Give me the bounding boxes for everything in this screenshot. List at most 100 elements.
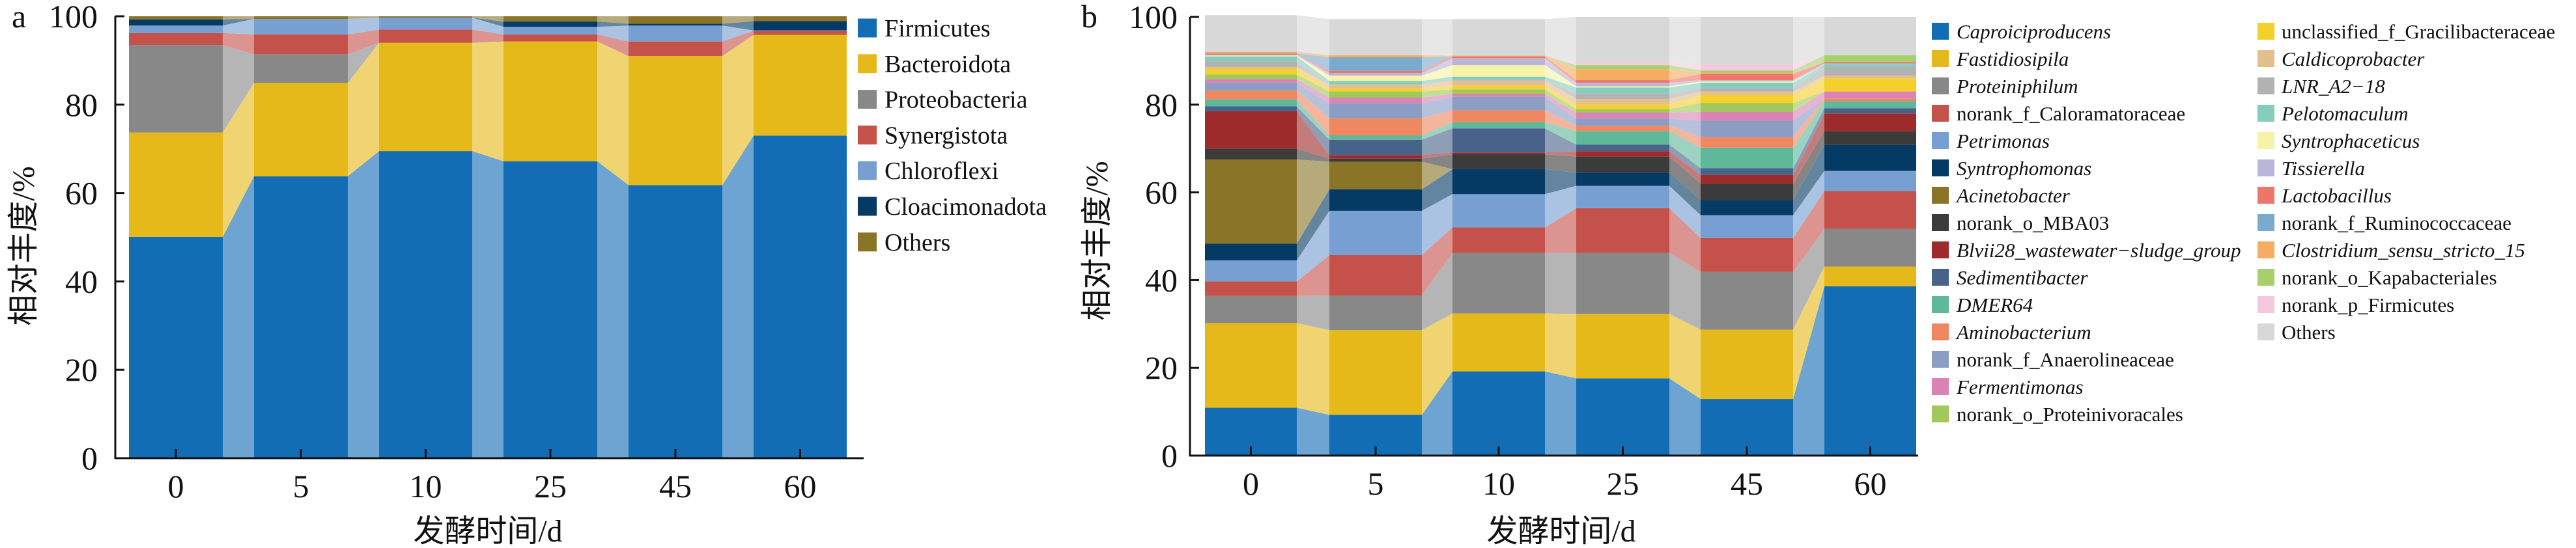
bar-segment-b-0-3 (1205, 281, 1297, 296)
legend-item: Clostridium_sensu_stricto_15 (2258, 239, 2525, 262)
band-b-25-4 (1793, 55, 1824, 71)
band-b-26-1 (1422, 19, 1452, 55)
band-b-10-3 (1669, 131, 1701, 169)
legend-label: Caldicoprobacter (2282, 48, 2425, 70)
bar-segment-b-10-0 (1452, 371, 1545, 456)
band-b-13-4 (1793, 91, 1824, 121)
legend-label: Petrimonas (1956, 130, 2050, 152)
legend-swatch (1932, 351, 1949, 368)
bar-segment-b-60-18 (1824, 64, 1916, 68)
bar-segment-b-45-7 (1701, 184, 1793, 200)
band-b-14-4 (1793, 91, 1824, 112)
bar-segment-b-0-10 (1205, 99, 1297, 107)
band-b-26-4 (1793, 17, 1824, 64)
band-b-11-3 (1669, 126, 1701, 148)
legend-swatch (2258, 132, 2274, 149)
legend-item: Aminobacterium (1932, 321, 2091, 344)
bar-segment-b-0-4 (1205, 260, 1297, 282)
legend-swatch (858, 197, 877, 216)
legend-label: norank_p_Firmicutes (2282, 294, 2454, 316)
legend-item: Bacteroidota (858, 51, 1011, 78)
legend-swatch (1932, 132, 1949, 149)
band-b-22-0 (1297, 53, 1329, 71)
legend-swatch (1932, 50, 1949, 67)
panel-b-y-tick-label: 20 (1145, 349, 1178, 386)
legend-label: Others (885, 229, 950, 256)
band-b-8-3 (1669, 151, 1701, 184)
band-b-12-2 (1545, 96, 1576, 126)
bar-segment-b-5-3 (1329, 254, 1422, 295)
band-b-4-4 (1793, 171, 1824, 238)
band-b-6-1 (1422, 161, 1452, 189)
legend-label: Fermentimonas (1956, 376, 2084, 398)
legend-swatch (2258, 187, 2274, 204)
band-b-1-1 (1422, 313, 1452, 415)
bar-segment-b-0-5 (1205, 243, 1297, 261)
bar-segment-a-10-3 (379, 29, 472, 43)
legend-label: Syntrophomonas (1957, 157, 2091, 180)
band-b-24-4 (1793, 55, 1824, 73)
legend-item: Cloacimonadota (858, 193, 1047, 221)
band-b-21-2 (1545, 56, 1576, 83)
bar-segment-b-0-7 (1205, 148, 1297, 160)
bar-segment-a-45-3 (629, 41, 722, 57)
bar-segment-b-0-21 (1205, 53, 1297, 55)
bar-segment-b-10-21 (1452, 56, 1545, 59)
band-b-12-1 (1422, 96, 1452, 118)
bar-segment-b-0-8 (1205, 111, 1297, 149)
bar-segment-b-0-9 (1205, 106, 1297, 111)
band-b-9-0 (1297, 106, 1329, 156)
legend-swatch (1932, 405, 1949, 422)
legend-swatch (2258, 214, 2274, 231)
band-b-5-3 (1669, 172, 1701, 215)
band-b-24-2 (1545, 55, 1576, 70)
band-b-14-3 (1669, 103, 1701, 113)
band-a-6-3 (597, 16, 629, 24)
bar-segment-b-5-12 (1329, 103, 1422, 118)
bar-segment-b-45-18 (1701, 83, 1793, 89)
bar-segment-b-25-3 (1576, 208, 1669, 253)
band-a-3-1 (348, 29, 379, 55)
bar-segment-a-0-5 (129, 19, 223, 26)
band-b-15-2 (1545, 85, 1576, 109)
band-a-3-0 (223, 33, 254, 55)
bar-segment-b-10-16 (1452, 80, 1545, 86)
bar-segment-b-25-13 (1576, 112, 1669, 119)
legend-swatch (1932, 269, 1949, 286)
band-b-17-0 (1297, 61, 1329, 85)
legend-swatch (2258, 23, 2274, 40)
legend-item: Syntrophomonas (1932, 157, 2091, 180)
legend-label: Pelotomaculum (2281, 102, 2409, 125)
legend-label: Blvii28_wastewater−sludge_group (1957, 239, 2241, 262)
band-b-14-2 (1545, 89, 1576, 113)
legend-swatch (2258, 50, 2274, 67)
bar-segment-b-60-4 (1824, 171, 1916, 191)
band-b-12-3 (1669, 118, 1701, 137)
panel-b-transition-bands (1297, 15, 1824, 456)
band-b-15-4 (1793, 78, 1824, 103)
band-b-13-3 (1669, 111, 1701, 121)
bar-segment-b-60-24 (1824, 55, 1916, 62)
bar-segment-b-25-10 (1576, 131, 1669, 145)
band-b-24-3 (1669, 65, 1701, 73)
bar-segment-b-25-18 (1576, 87, 1669, 94)
band-b-0-3 (1669, 378, 1701, 456)
band-a-5-0 (223, 19, 254, 26)
bar-segment-b-5-13 (1329, 98, 1422, 103)
bar-segment-b-10-14 (1452, 89, 1545, 94)
legend-label: Fastidiosipila (1956, 48, 2069, 70)
panel-a-x-axis-title: 发酵时间/d (413, 514, 562, 548)
bar-segment-b-10-13 (1452, 93, 1545, 97)
band-b-0-2 (1545, 371, 1576, 456)
bar-segment-b-5-1 (1329, 330, 1422, 415)
legend-swatch (1932, 214, 1949, 231)
legend-item: Others (2258, 321, 2336, 344)
legend-item: norank_f_Anaerolineaceae (1932, 348, 2174, 371)
legend-item: norank_o_Proteinivoracales (1932, 403, 2183, 426)
band-a-1-3 (597, 41, 629, 185)
bar-segment-a-60-3 (754, 31, 847, 35)
bar-segment-b-0-12 (1205, 83, 1297, 91)
legend-label: norank_f_Ruminococcaceae (2282, 212, 2512, 234)
band-b-8-1 (1422, 152, 1452, 159)
band-b-11-2 (1545, 110, 1576, 131)
